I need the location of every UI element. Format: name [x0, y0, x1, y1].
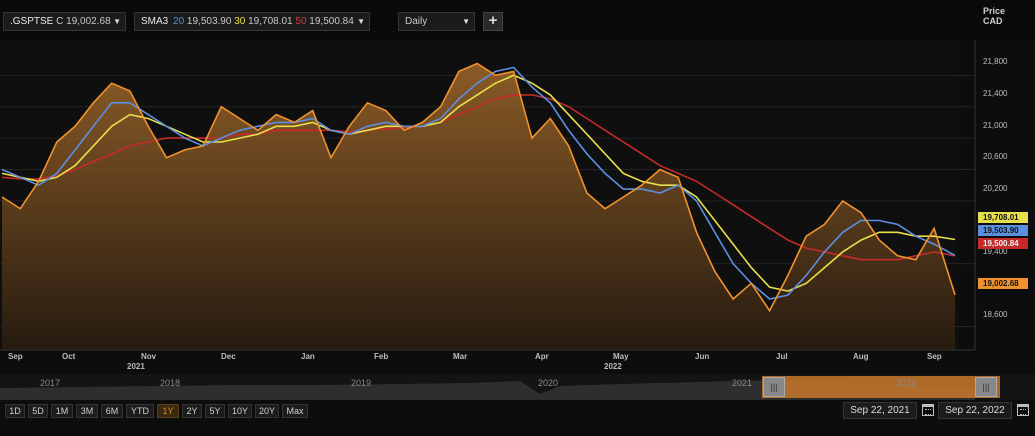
- ric-close-value: C 19,002.68: [56, 16, 111, 27]
- y-axis-title-currency: CAD: [983, 16, 1003, 26]
- y-tick-label: 20,200: [983, 184, 1008, 193]
- range-button-max[interactable]: Max: [282, 404, 308, 418]
- sma20-last-tag: 19,503.90: [978, 225, 1028, 236]
- sma50-period: 50: [295, 16, 307, 27]
- add-study-button[interactable]: +: [483, 12, 503, 31]
- ric-symbol: .GSPTSE: [10, 16, 54, 27]
- y-tick-label: 21,000: [983, 121, 1008, 130]
- sma50-value: 19,500.84: [309, 16, 354, 27]
- range-button-1y[interactable]: 1Y: [157, 404, 179, 418]
- navigator-mini-chart: [0, 376, 1000, 400]
- x-tick-label: Jun: [695, 352, 710, 361]
- x-tick-label: Jul: [776, 352, 788, 361]
- chevron-down-icon[interactable]: ▼: [113, 17, 121, 26]
- x-tick-label: Feb: [374, 352, 389, 361]
- navigator-left-handle[interactable]: |||: [763, 377, 785, 397]
- x-tick-label: Sep: [927, 352, 942, 361]
- start-date-field[interactable]: Sep 22, 2021: [843, 402, 917, 419]
- x-tick-label: Nov: [141, 352, 157, 361]
- y-tick-label: 18,600: [983, 310, 1008, 319]
- y-tick-label: 20,600: [983, 152, 1008, 161]
- price-line: [1, 62, 956, 313]
- calendar-icon[interactable]: [922, 404, 934, 416]
- x-tick-label: Oct: [62, 352, 76, 361]
- x-tick-label: Apr: [535, 352, 549, 361]
- x-year-label: 2022: [604, 362, 622, 371]
- range-button-1d[interactable]: 1D: [5, 404, 25, 418]
- sma-selector[interactable]: SMA3 20 19,503.90 30 19,708.01 50 19,500…: [134, 12, 370, 31]
- sma30-period: 30: [234, 16, 246, 27]
- x-tick-label: Mar: [453, 352, 468, 361]
- interval-value: Daily: [405, 16, 428, 27]
- end-date-field[interactable]: Sep 22, 2022: [938, 402, 1012, 419]
- sma30-last-tag: 19,708.01: [978, 212, 1028, 223]
- y-axis-title: Price CAD: [983, 6, 1005, 26]
- navigator-year-label: 2022: [896, 378, 917, 388]
- x-year-label: 2021: [127, 362, 145, 371]
- sma20-line: [1, 66, 956, 300]
- range-button-1m[interactable]: 1M: [51, 404, 73, 418]
- y-tick-label: 21,400: [983, 89, 1008, 98]
- range-button-6m[interactable]: 6M: [101, 404, 123, 418]
- price-chart[interactable]: [0, 0, 1035, 374]
- sma50-last-tag: 19,500.84: [978, 238, 1028, 249]
- range-button-5d[interactable]: 5D: [28, 404, 48, 418]
- price-area: [2, 63, 955, 350]
- sma20-period: 20: [173, 16, 185, 27]
- range-button-10y[interactable]: 10Y: [228, 404, 252, 418]
- y-tick-label: 19,400: [983, 247, 1008, 256]
- interval-select[interactable]: Daily ▼: [398, 12, 475, 31]
- price-last-tag: 19,002.68: [978, 278, 1028, 289]
- x-tick-label: Dec: [221, 352, 236, 361]
- navigator-year-label: 2020: [538, 378, 559, 388]
- calendar-icon[interactable]: [1017, 404, 1029, 416]
- ric-selector[interactable]: .GSPTSE C 19,002.68 ▼: [3, 12, 126, 31]
- navigator-right-handle[interactable]: |||: [975, 377, 997, 397]
- navigator-year-label: 2018: [160, 378, 181, 388]
- x-tick-label: May: [613, 352, 629, 361]
- sma20-value: 19,503.90: [186, 16, 232, 27]
- range-button-ytd[interactable]: YTD: [126, 404, 154, 418]
- sma50-line: [1, 94, 956, 261]
- range-button-20y[interactable]: 20Y: [255, 404, 279, 418]
- range-button-2y[interactable]: 2Y: [182, 404, 202, 418]
- chevron-down-icon[interactable]: ▼: [462, 17, 470, 26]
- sma30-value: 19,708.01: [248, 16, 293, 27]
- sma-label: SMA3: [141, 16, 169, 27]
- x-tick-label: Sep: [8, 352, 23, 361]
- navigator-year-label: 2021: [732, 378, 753, 388]
- range-button-5y[interactable]: 5Y: [205, 404, 225, 418]
- x-tick-label: Jan: [301, 352, 315, 361]
- y-tick-label: 21,800: [983, 57, 1008, 66]
- chevron-down-icon[interactable]: ▼: [357, 17, 365, 26]
- navigator-year-label: 2017: [40, 378, 61, 388]
- navigator-selection[interactable]: [762, 376, 1000, 398]
- y-axis-title-price: Price: [983, 6, 1006, 16]
- x-tick-label: Aug: [853, 352, 869, 361]
- range-button-3m[interactable]: 3M: [76, 404, 98, 418]
- navigator-year-label: 2019: [351, 378, 372, 388]
